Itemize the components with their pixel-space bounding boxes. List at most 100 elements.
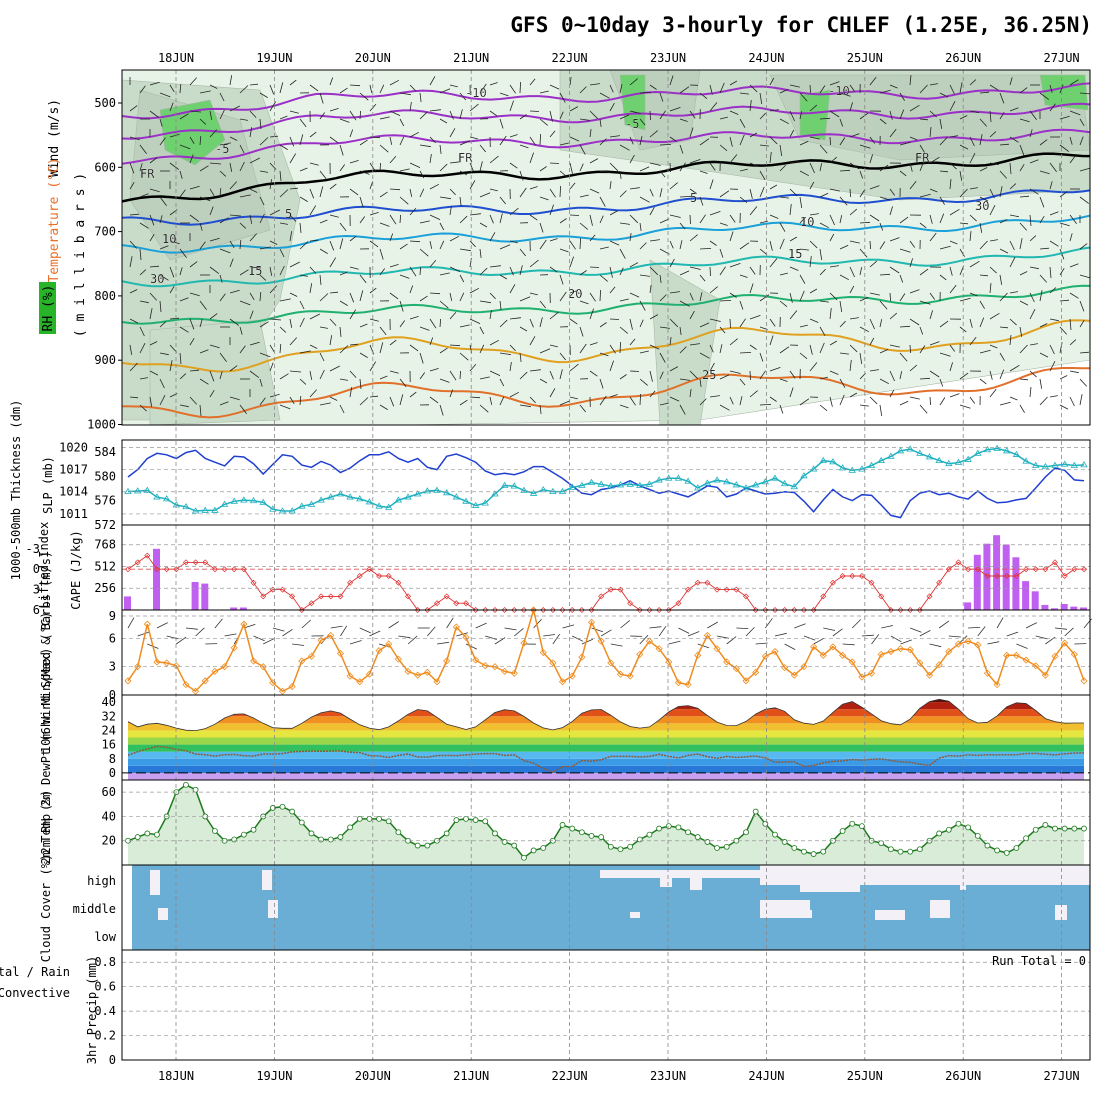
wind-barb (949, 84, 955, 95)
wind-barb (539, 348, 551, 354)
wind-barb (819, 268, 826, 276)
wind-barb (659, 402, 669, 406)
wind-barb (969, 231, 972, 242)
wind-barb (859, 170, 864, 179)
wind-barb (769, 258, 778, 268)
wind-barb (749, 315, 761, 320)
wind-barb (829, 188, 840, 192)
wind-barb (379, 222, 390, 227)
wind-barb (889, 389, 895, 398)
lifted-index-point (665, 607, 672, 613)
wind-barb (679, 326, 682, 335)
wind-barb (599, 118, 602, 127)
wind-barb (259, 397, 266, 406)
wind-10m-point (983, 669, 992, 677)
wind-barb (1039, 139, 1048, 146)
wind-barb (1019, 326, 1023, 337)
thickness-tick-label: 572 (94, 518, 116, 532)
thickness-point (288, 507, 296, 514)
wind-barb (669, 182, 678, 190)
wind-barb (439, 118, 448, 124)
wind-barb (349, 129, 354, 138)
wind-barb (169, 360, 173, 372)
wind-barb (989, 110, 992, 123)
slp-tick-label: 1017 (59, 463, 88, 477)
rh-2m-tick-label: 20 (102, 834, 116, 848)
wind-barb (769, 109, 779, 112)
wind-barb (969, 260, 980, 268)
wind-barb (229, 181, 237, 190)
wind-barb (999, 274, 1003, 285)
temp-band (128, 737, 1084, 745)
wind-barb (369, 240, 379, 248)
wind-barb (689, 266, 701, 270)
wind-barb (569, 240, 576, 250)
temp-band (128, 702, 1084, 710)
wind-barb (589, 83, 600, 86)
wind-barb (1049, 395, 1058, 398)
wind-barb (209, 344, 220, 349)
wind-barb (1049, 266, 1052, 279)
wind-barb (539, 404, 542, 414)
rh-2m-point (530, 847, 537, 854)
wind-barb (169, 102, 174, 112)
isotherm-label: 15 (248, 264, 262, 278)
isotherm-label: 5 (690, 191, 697, 205)
lifted-index-point (308, 600, 315, 607)
wind-barb (819, 376, 828, 380)
lifted-index-point (279, 586, 286, 593)
wind-barb (739, 118, 746, 128)
thickness-point (578, 481, 586, 488)
wind-10m-barb (243, 623, 256, 629)
wind-barb (439, 88, 451, 94)
rh-2m-point (588, 832, 595, 839)
wind-barb (359, 352, 368, 358)
wind-10m-point (462, 633, 470, 641)
wind-barb (499, 300, 502, 310)
lifted-index-point (752, 607, 759, 613)
wind-barb (669, 337, 672, 346)
wind-barb (399, 243, 408, 250)
wind-barb (849, 392, 858, 398)
wind-barb (1039, 396, 1048, 406)
wind-barb (399, 118, 405, 127)
thickness-point (182, 503, 190, 510)
wind-10m-barb (610, 643, 623, 647)
wind-barb (639, 222, 642, 231)
wind-barb (779, 222, 786, 232)
wind-barb (1009, 162, 1012, 175)
wind-barb (819, 222, 829, 229)
wind-10m-point (742, 677, 750, 685)
rh-2m-point (810, 851, 817, 857)
wind-10m-barb (813, 637, 825, 645)
wind-barb (639, 350, 649, 354)
wind-barb (749, 283, 754, 294)
wind-barb (849, 84, 856, 92)
wind-barb (509, 162, 518, 169)
wind-barb (609, 394, 618, 398)
wind-barb (629, 262, 639, 268)
wind-barb (749, 188, 753, 199)
wind-barb (449, 344, 461, 347)
wind-barb (729, 136, 733, 147)
wind-barb (1009, 183, 1017, 190)
wind-barb (149, 292, 157, 301)
wind-barb (279, 343, 282, 354)
wind-barb (899, 352, 908, 362)
wind-barb (969, 136, 975, 147)
wind-barb (349, 387, 353, 398)
lifted-index-point (578, 607, 585, 613)
rh-contour-area (1039, 74, 1089, 111)
wind-10m-point (278, 687, 287, 695)
wind-barb (129, 181, 135, 190)
wind-barb (459, 324, 470, 328)
wind-barb (879, 348, 889, 354)
wind-barb (809, 213, 819, 216)
cloud-axis-label: Cloud Cover (%) (39, 854, 53, 962)
wind-barb (669, 318, 679, 328)
wind-barb (619, 222, 630, 225)
wind-barb (909, 162, 913, 172)
wind-barb (379, 144, 389, 153)
wind-barb (219, 170, 227, 177)
wind-barb (459, 140, 471, 146)
